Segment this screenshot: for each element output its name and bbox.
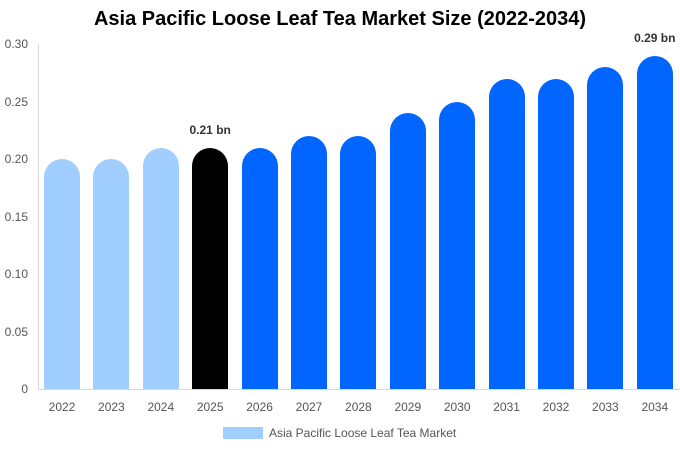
- bar-2025[interactable]: [192, 147, 229, 389]
- bar-2032[interactable]: [538, 78, 574, 389]
- bar-2029[interactable]: [389, 113, 426, 389]
- x-axis-line: [38, 389, 680, 390]
- x-tick-label: 2022: [48, 400, 76, 414]
- x-tick-label: 2028: [345, 400, 372, 414]
- legend-label: Asia Pacific Loose Leaf Tea Market: [269, 426, 457, 440]
- x-tick-label: 2026: [246, 400, 273, 414]
- x-tick-label: 2032: [542, 400, 570, 414]
- bar-2034[interactable]: [636, 55, 673, 389]
- y-tick-label: 0.20: [4, 152, 28, 166]
- legend[interactable]: Asia Pacific Loose Leaf Tea Market: [223, 426, 456, 440]
- y-tick-label: 0.10: [4, 267, 28, 281]
- y-tick-label: 0.15: [4, 209, 28, 224]
- bar-2028[interactable]: [340, 136, 377, 389]
- x-tick-label: 2023: [98, 400, 125, 414]
- x-tick-label: 2025: [196, 400, 224, 414]
- bar-2031[interactable]: [488, 78, 525, 389]
- y-tick-label: 0.05: [4, 324, 28, 339]
- x-tick-label: 2031: [493, 400, 520, 414]
- y-tick-label: 0.30: [4, 37, 28, 51]
- x-tick-label: 2027: [295, 400, 323, 414]
- bar-2030[interactable]: [439, 101, 476, 389]
- x-tick-label: 2030: [443, 400, 471, 414]
- legend-swatch: [223, 427, 263, 439]
- x-tick-label: 2033: [592, 400, 619, 414]
- x-tick-label: 2024: [147, 400, 175, 414]
- data-label-2034: 0.29 bn: [634, 30, 676, 45]
- bar-2024[interactable]: [142, 147, 179, 389]
- bar-2027[interactable]: [291, 136, 327, 389]
- y-tick-label: 0: [21, 382, 28, 396]
- x-tick-label: 2034: [641, 400, 669, 414]
- bar-2022[interactable]: [44, 159, 80, 389]
- y-axis-line: [38, 44, 39, 390]
- bar-2033[interactable]: [587, 67, 624, 389]
- bar-2023[interactable]: [93, 159, 130, 389]
- y-tick-label: 0.25: [4, 94, 28, 109]
- bar-2026[interactable]: [241, 147, 278, 389]
- data-label-2025: 0.21 bn: [189, 122, 231, 137]
- chart-title: Asia Pacific Loose Leaf Tea Market Size …: [93, 8, 587, 30]
- x-tick-label: 2029: [394, 400, 422, 414]
